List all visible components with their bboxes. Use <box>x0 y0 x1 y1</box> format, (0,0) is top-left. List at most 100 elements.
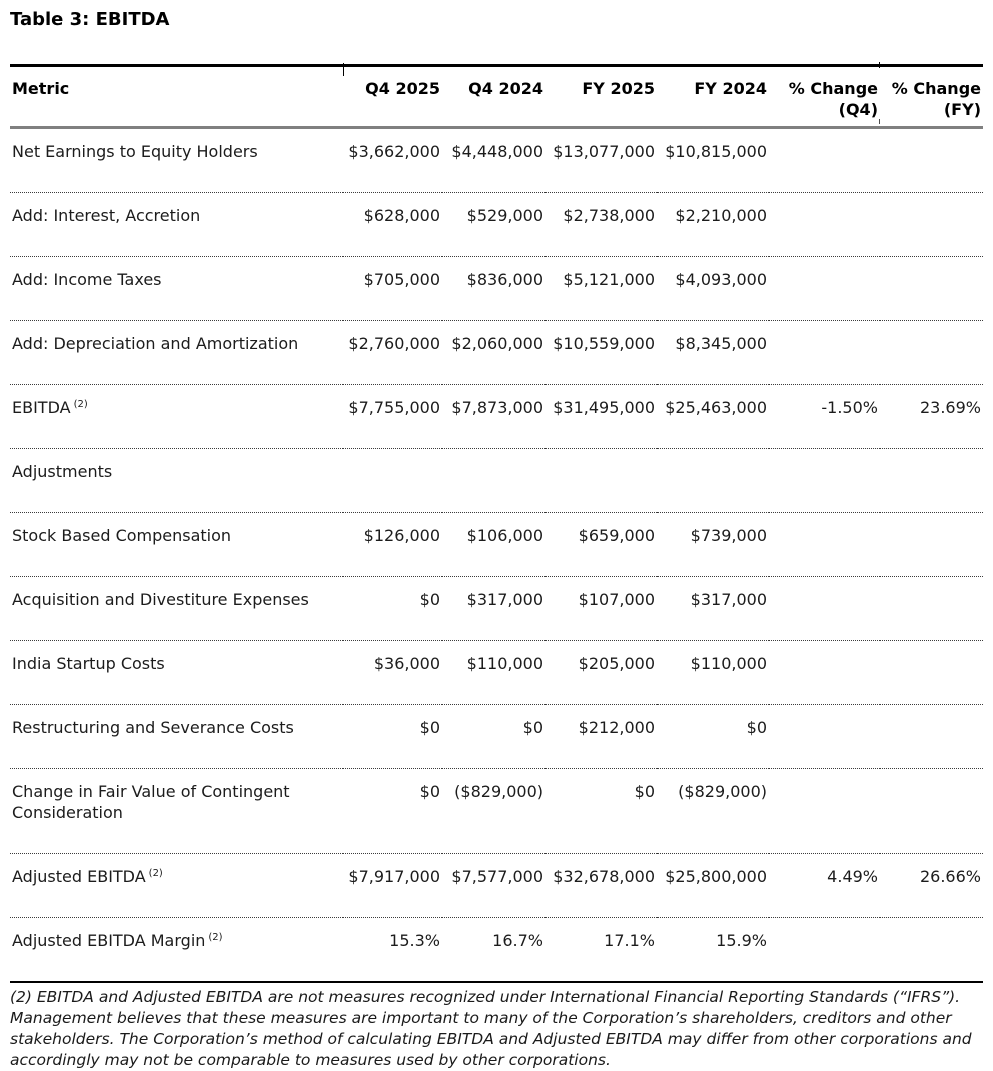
footnote-line: accordingly may not be comparable to mea… <box>10 1051 611 1069</box>
cell-pct-change-q4 <box>769 705 880 769</box>
cell-pct-change-fy <box>880 321 983 385</box>
table-row: Adjusted EBITDA Margin (2) 15.3% 16.7% 17… <box>10 917 983 983</box>
metric-cell: Add: Interest, Accretion <box>10 193 343 257</box>
cell-pct-change-q4: -1.50% <box>821 398 878 417</box>
table-row: Acquisition and Divestiture Expenses $0 … <box>10 576 983 641</box>
cell-fy-2025: $32,678,000 <box>553 867 655 886</box>
cell-fy-2025 <box>545 449 657 513</box>
metric-cell: Net Earnings to Equity Holders <box>10 128 343 193</box>
cell-pct-change-q4 <box>769 918 880 983</box>
metric-label: Adjustments <box>12 462 113 481</box>
cell-fy-2025: $107,000 <box>578 590 655 609</box>
cell-q4-2025: $628,000 <box>363 206 440 225</box>
cell-q4-2024: $529,000 <box>466 206 543 225</box>
metric-cell: Add: Income Taxes <box>10 257 343 321</box>
metric-cell: Restructuring and Severance Costs <box>10 705 343 769</box>
table-row: Net Earnings to Equity Holders $3,662,00… <box>10 128 983 193</box>
cell-pct-change-fy <box>880 577 983 641</box>
cell-q4-2025: $0 <box>419 718 440 737</box>
cell-pct-change-q4 <box>769 577 880 641</box>
cell-q4-2025: $36,000 <box>373 654 440 673</box>
column-header-q4-2024: Q4 2024 <box>468 79 543 98</box>
cell-q4-2024: $110,000 <box>466 654 543 673</box>
cell-q4-2025: $705,000 <box>363 270 440 289</box>
metric-label: Add: Depreciation and Amortization <box>12 334 299 353</box>
cell-fy-2025: $10,559,000 <box>553 334 655 353</box>
cell-q4-2025: 15.3% <box>389 931 440 950</box>
metric-label: Adjusted EBITDA <box>12 867 146 886</box>
cell-pct-change-fy <box>880 641 983 705</box>
cell-pct-change-q4 <box>769 769 880 854</box>
metric-cell: India Startup Costs <box>10 641 343 705</box>
footnote-line: Management believes that these measures … <box>10 1009 952 1027</box>
metric-label: Restructuring and Severance Costs <box>12 718 294 737</box>
column-header-pct-change-fy: % Change (FY) <box>891 79 981 119</box>
cell-fy-2024: $2,210,000 <box>675 206 767 225</box>
cell-fy-2025: $31,495,000 <box>553 398 655 417</box>
cell-fy-2025: $5,121,000 <box>563 270 655 289</box>
table-row: Change in Fair Value of Contingent Consi… <box>10 768 983 854</box>
footnote-ref: (2) <box>148 867 163 879</box>
cell-q4-2025: $0 <box>419 590 440 609</box>
cell-q4-2024: $317,000 <box>466 590 543 609</box>
cell-fy-2024: $739,000 <box>690 526 767 545</box>
metric-cell: Acquisition and Divestiture Expenses <box>10 577 343 641</box>
cell-q4-2024: 16.7% <box>492 931 543 950</box>
table-row: Stock Based Compensation $126,000 $106,0… <box>10 512 983 577</box>
column-boundary-tick <box>879 119 880 124</box>
column-header-fy-2025: FY 2025 <box>582 79 655 98</box>
column-header-q4-2025: Q4 2025 <box>365 79 440 98</box>
cell-fy-2025: $212,000 <box>578 718 655 737</box>
metric-cell: EBITDA (2) <box>10 385 343 449</box>
cell-q4-2025: $7,755,000 <box>348 398 440 417</box>
metric-label: Acquisition and Divestiture Expenses <box>12 590 309 609</box>
footnote-line: (2) EBITDA and Adjusted EBITDA are not m… <box>10 988 961 1006</box>
metric-label: Change in Fair Value of Contingent Consi… <box>12 782 290 822</box>
cell-q4-2025: $2,760,000 <box>348 334 440 353</box>
cell-fy-2024: 15.9% <box>716 931 767 950</box>
cell-pct-change-fy <box>880 128 983 193</box>
metric-cell: Add: Depreciation and Amortization <box>10 321 343 385</box>
cell-pct-change-q4 <box>769 449 880 513</box>
cell-q4-2024: $7,873,000 <box>451 398 543 417</box>
cell-q4-2024: $4,448,000 <box>451 142 543 161</box>
cell-pct-change-fy <box>880 769 983 854</box>
cell-fy-2024: $110,000 <box>690 654 767 673</box>
metric-label: Add: Interest, Accretion <box>12 206 201 225</box>
page-title: Table 3: EBITDA <box>10 9 170 30</box>
cell-q4-2025: $3,662,000 <box>348 142 440 161</box>
metric-label: Net Earnings to Equity Holders <box>12 142 258 161</box>
table-row: Add: Depreciation and Amortization $2,76… <box>10 320 983 385</box>
cell-pct-change-fy <box>880 193 983 257</box>
cell-pct-change-fy <box>880 918 983 983</box>
footnote-ref: (2) <box>208 931 223 943</box>
cell-q4-2024: $0 <box>522 718 543 737</box>
cell-pct-change-q4 <box>769 641 880 705</box>
cell-q4-2024: $836,000 <box>466 270 543 289</box>
metric-label: India Startup Costs <box>12 654 165 673</box>
cell-fy-2024: $25,463,000 <box>665 398 767 417</box>
cell-pct-change-q4: 4.49% <box>827 867 878 886</box>
metric-cell: Adjusted EBITDA Margin (2) <box>10 918 343 983</box>
cell-pct-change-fy <box>880 257 983 321</box>
table-row: India Startup Costs $36,000 $110,000 $20… <box>10 640 983 705</box>
metric-label: EBITDA <box>12 398 71 417</box>
table-header: Metric Q4 2025 Q4 2024 FY 2025 FY 2024 %… <box>10 65 983 128</box>
cell-pct-change-q4 <box>769 321 880 385</box>
cell-q4-2025: $126,000 <box>363 526 440 545</box>
cell-q4-2024 <box>442 449 545 513</box>
metric-label: Add: Income Taxes <box>12 270 162 289</box>
metric-cell: Change in Fair Value of Contingent Consi… <box>10 769 343 854</box>
cell-q4-2025 <box>343 449 442 513</box>
cell-pct-change-fy <box>880 513 983 577</box>
column-boundary-tick <box>879 62 880 68</box>
metric-label: Stock Based Compensation <box>12 526 232 545</box>
cell-pct-change-q4 <box>769 257 880 321</box>
cell-fy-2024 <box>657 449 769 513</box>
cell-fy-2024: $10,815,000 <box>665 142 767 161</box>
cell-fy-2025: $13,077,000 <box>553 142 655 161</box>
cell-fy-2025: $659,000 <box>578 526 655 545</box>
table-row: Restructuring and Severance Costs $0 $0 … <box>10 704 983 769</box>
footnote-line: stakeholders. The Corporation’s method o… <box>10 1030 972 1048</box>
cell-fy-2024: ($829,000) <box>678 782 767 801</box>
